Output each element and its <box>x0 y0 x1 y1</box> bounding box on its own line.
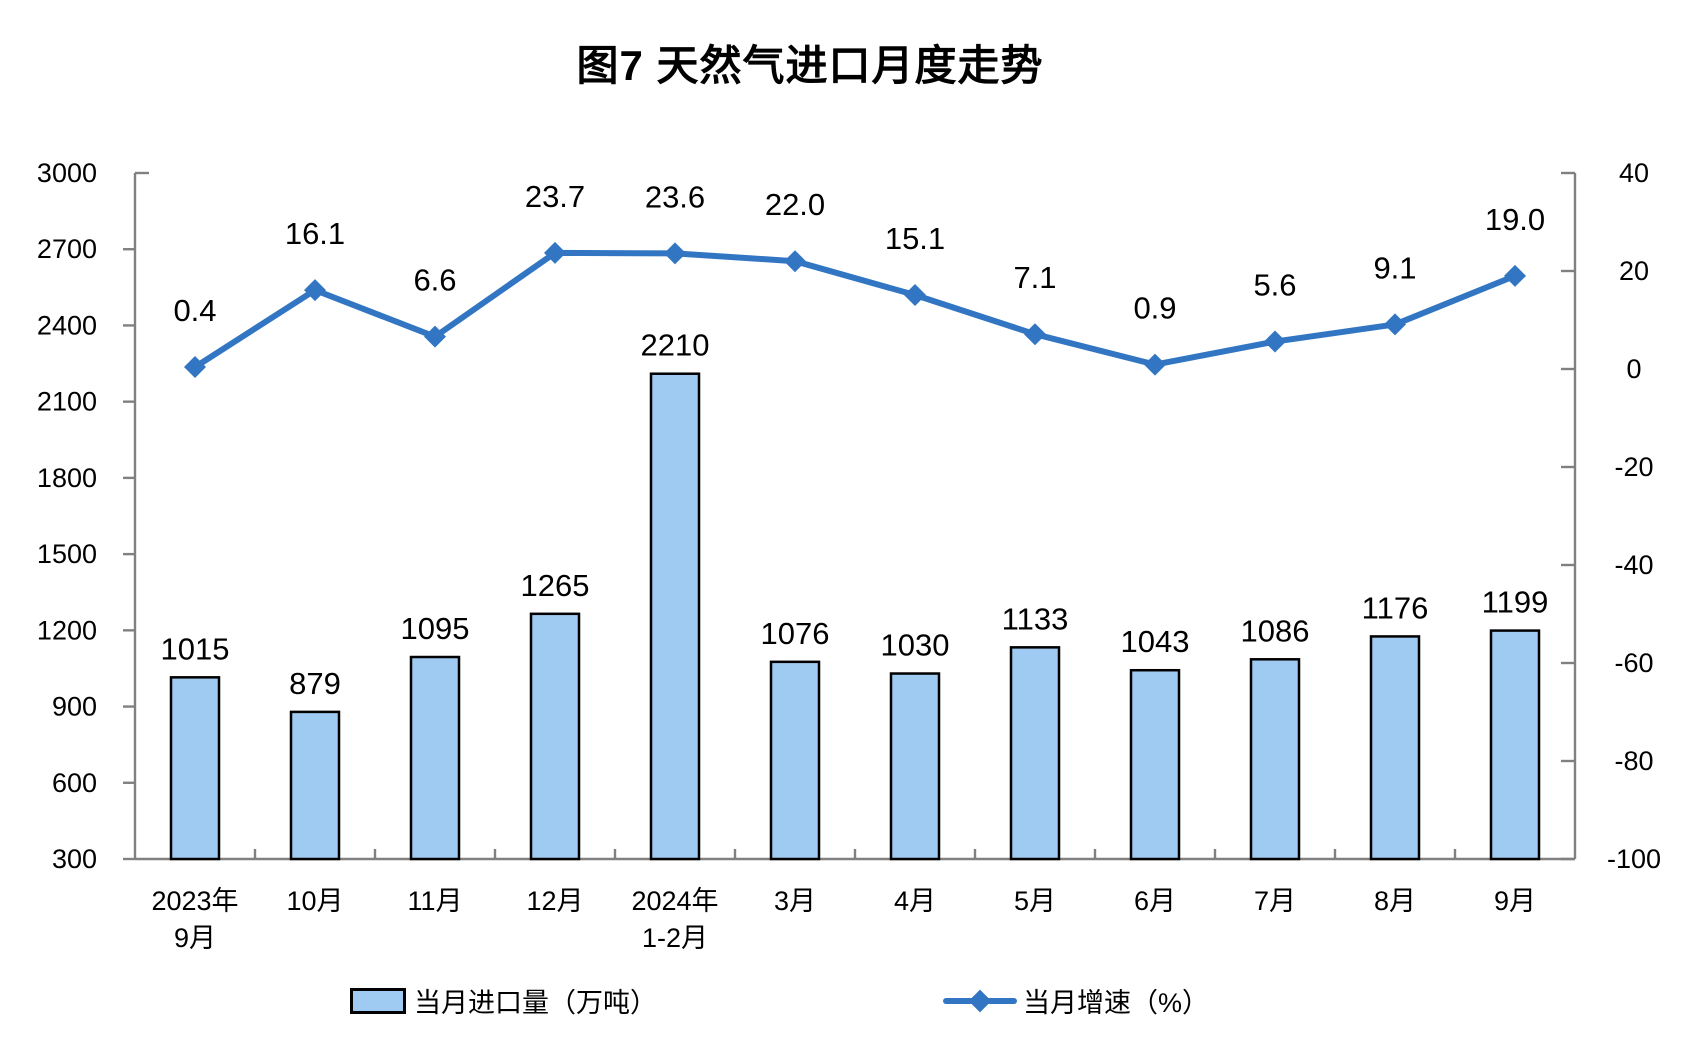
left-axis-label: 2400 <box>37 310 97 340</box>
line-marker <box>1264 330 1286 353</box>
right-axis-label: -40 <box>1614 550 1653 580</box>
left-axis-label: 900 <box>52 692 97 722</box>
bar-value-label: 1133 <box>1002 601 1069 636</box>
line-value-label: 0.9 <box>1133 291 1176 326</box>
x-axis-label: 2023年 <box>151 886 238 916</box>
x-axis-label: 9月 <box>1494 886 1536 916</box>
line-value-label: 23.6 <box>645 179 705 214</box>
bar-value-label: 1086 <box>1241 613 1310 648</box>
bar <box>1009 646 1061 861</box>
line-marker <box>1144 353 1166 376</box>
right-axis-label: -20 <box>1614 452 1653 482</box>
x-axis-label: 12月 <box>526 886 583 916</box>
bar-value-label: 1043 <box>1121 624 1190 659</box>
x-axis-label: 3月 <box>774 886 816 916</box>
bar-value-label: 1015 <box>161 631 230 666</box>
bar <box>1249 658 1301 861</box>
bar <box>529 612 581 861</box>
chart-title: 图7 天然气进口月度走势 <box>576 42 1044 89</box>
x-axis-label: 8月 <box>1374 886 1416 916</box>
bar-value-label: 1076 <box>761 616 830 651</box>
right-axis-label: 0 <box>1626 354 1641 384</box>
line-marker <box>664 242 686 265</box>
bar-value-label: 1030 <box>881 628 950 663</box>
line-marker <box>904 284 926 307</box>
x-axis-label: 1-2月 <box>642 923 708 953</box>
x-axis-label: 6月 <box>1134 886 1176 916</box>
line-marker <box>1504 264 1526 287</box>
left-axis-label: 2700 <box>37 234 97 264</box>
bar <box>889 672 941 861</box>
right-axis-label: 20 <box>1619 256 1649 286</box>
left-axis-label: 600 <box>52 768 97 798</box>
right-axis-label: -100 <box>1607 844 1661 874</box>
x-axis-label: 4月 <box>894 886 936 916</box>
line-value-label: 23.7 <box>525 179 585 214</box>
x-axis-label: 10月 <box>286 886 343 916</box>
line-value-label: 19.0 <box>1485 202 1545 237</box>
line-marker <box>544 241 566 264</box>
left-axis-label: 2100 <box>37 387 97 417</box>
bar <box>649 372 701 861</box>
bar <box>1129 668 1181 861</box>
line-marker <box>1024 323 1046 346</box>
bar-value-label: 1199 <box>1482 585 1549 620</box>
growth-line <box>192 249 1518 371</box>
x-axis-label: 2024年 <box>631 886 718 916</box>
bar-value-label: 1176 <box>1362 590 1429 625</box>
x-axis-label: 9月 <box>174 923 216 953</box>
bar-value-label: 2210 <box>641 328 710 363</box>
line-value-label: 0.4 <box>173 293 216 328</box>
line-value-label: 6.6 <box>413 263 456 298</box>
right-axis-label: -80 <box>1614 746 1653 776</box>
x-axis-label: 11月 <box>407 886 462 916</box>
line-value-label: 9.1 <box>1373 250 1416 285</box>
bar <box>769 660 821 861</box>
left-axis-label: 300 <box>52 844 97 874</box>
bar-value-label: 1095 <box>401 611 470 646</box>
line-marker <box>1384 313 1406 336</box>
bar <box>289 710 341 861</box>
bar-value-label: 879 <box>289 666 341 701</box>
line-value-label: 5.6 <box>1253 268 1296 303</box>
bar <box>1489 629 1541 861</box>
line-marker <box>424 325 446 348</box>
line-value-label: 22.0 <box>765 187 825 222</box>
left-axis-label: 1800 <box>37 463 97 493</box>
right-axis-label: 40 <box>1619 158 1649 188</box>
bar <box>1369 635 1421 861</box>
left-axis-label: 1200 <box>37 615 97 645</box>
line-marker <box>304 279 326 302</box>
x-axis-label: 7月 <box>1254 886 1296 916</box>
line-marker <box>784 250 806 273</box>
bar <box>169 676 221 861</box>
line-value-label: 16.1 <box>285 216 345 251</box>
right-axis-label: -60 <box>1614 648 1653 678</box>
bar-value-label: 1265 <box>521 568 590 603</box>
bar <box>409 655 461 861</box>
left-axis-label: 3000 <box>37 158 97 188</box>
line-value-label: 7.1 <box>1013 260 1056 295</box>
left-axis-label: 1500 <box>37 539 97 569</box>
line-marker <box>184 356 206 379</box>
line-value-label: 15.1 <box>885 221 945 256</box>
x-axis-label: 5月 <box>1014 886 1056 916</box>
